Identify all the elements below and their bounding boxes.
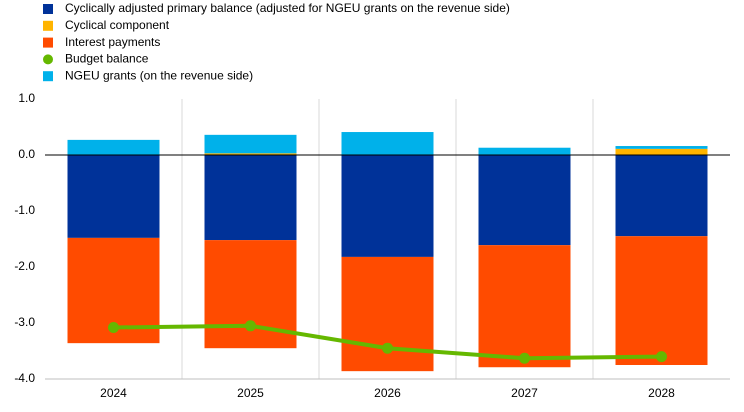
legend-marker: [43, 4, 53, 14]
x-tick-label: 2025: [237, 386, 264, 400]
point: [108, 321, 119, 333]
point: [519, 352, 530, 364]
bar: [204, 155, 297, 241]
x-tick-label: 2024: [100, 386, 127, 400]
legend-marker: [43, 71, 53, 82]
bar: [615, 236, 708, 365]
x-tick-label: 2027: [511, 386, 538, 400]
y-tick-label: 1.0: [18, 91, 35, 105]
bar: [67, 139, 160, 155]
bar: [478, 245, 571, 368]
legend-label: NGEU grants (on the revenue side): [65, 68, 253, 82]
point: [382, 342, 393, 354]
y-tick-label: -2.0: [14, 259, 35, 273]
bar: [341, 155, 434, 257]
bar: [204, 153, 297, 155]
bar: [67, 155, 160, 238]
bar: [478, 147, 571, 155]
x-tick-label: 2026: [374, 386, 401, 400]
bar: [615, 146, 708, 149]
bar: [615, 155, 708, 237]
legend-marker: [43, 37, 53, 48]
bar: [615, 148, 708, 155]
legend-label: Cyclically adjusted primary balance (adj…: [65, 1, 510, 15]
legend-label: Budget balance: [65, 52, 149, 66]
x-tick-label: 2028: [648, 386, 675, 400]
y-tick-label: -3.0: [14, 315, 35, 329]
bar: [341, 256, 434, 372]
y-tick-label: 0.0: [18, 147, 35, 161]
bar: [478, 155, 571, 246]
point: [245, 320, 256, 332]
bar: [341, 132, 434, 155]
y-tick-label: -1.0: [14, 203, 35, 217]
point: [656, 351, 667, 363]
legend-marker: [43, 20, 53, 31]
legend-marker: [43, 54, 53, 65]
legend-label: Cyclical component: [65, 18, 170, 32]
y-tick-label: -4.0: [14, 371, 35, 385]
legend-label: Interest payments: [65, 35, 160, 49]
bar: [204, 134, 297, 154]
